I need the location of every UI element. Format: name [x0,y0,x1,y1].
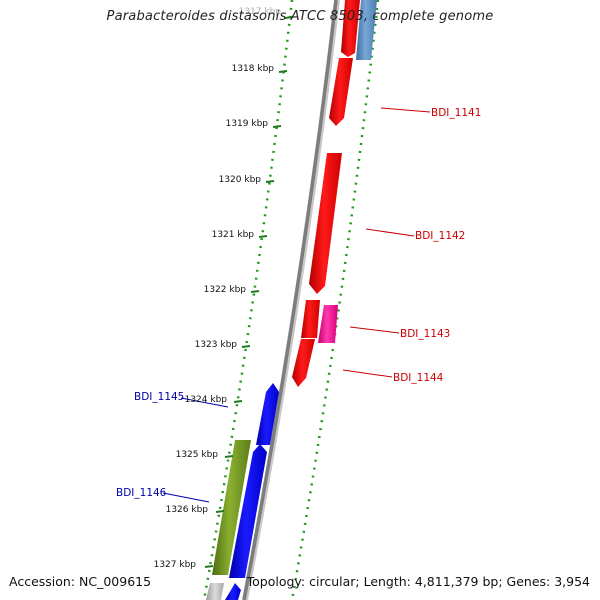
gene-bdi-1145[interactable] [256,383,279,445]
tick-label: 1321 kbp [212,230,255,240]
gene-label-bdi-1145: BDI_1145 [134,391,184,403]
gene-bdi-1141[interactable] [329,58,353,126]
gene-bdi-1140[interactable] [341,0,360,57]
tick-label: 1322 kbp [204,285,247,295]
tick-label: 1326 kbp [166,505,209,515]
gene-label-bdi-1144: BDI_1144 [393,372,444,384]
scale-ticks [204,16,294,568]
leader-bdi-1143 [349,326,400,334]
tick-mark [215,510,225,513]
gene-bdi-1142[interactable] [309,153,342,294]
gene-label-bdi-1146: BDI_1146 [116,487,167,499]
tick-mark [204,565,214,568]
tick-mark [241,345,251,348]
leader-bdi-1142 [365,228,415,237]
outer-guide-track [290,0,380,600]
genome-summary-text: Topology: circular; Length: 4,811,379 bp… [246,574,590,589]
gene-label-bdi-1142: BDI_1142 [415,230,465,242]
tick-label: 1323 kbp [195,340,238,350]
tick-label: 1324 kbp [185,395,228,405]
tick-mark [272,125,282,128]
gene-label-bdi-1143: BDI_1143 [400,328,450,340]
tick-label: 1318 kbp [232,64,275,74]
gene-blue-bottom[interactable] [225,583,241,600]
tick-label: 1327 kbp [154,560,197,570]
gene-steel-top[interactable] [356,0,377,60]
tick-label: 1325 kbp [176,450,219,460]
leader-bdi-1145 [180,397,229,408]
tick-mark [284,16,294,19]
gene-bdi-1146[interactable] [229,444,267,578]
genome-backbone [242,0,338,600]
tick-label: 1319 kbp [226,119,269,129]
tick-label: 1320 kbp [219,175,262,185]
gene-pink[interactable] [318,305,338,343]
gene-label-bdi-1141: BDI_1141 [431,107,481,119]
tick-mark [278,70,288,73]
tick-mark [265,180,275,183]
leader-bdi-1141 [380,107,431,113]
tick-mark [233,400,243,403]
tick-label: 1317 kbp [239,7,282,17]
tick-mark [250,290,260,293]
inner-guide-track [202,0,294,600]
genome-backbone-shadow [242,0,340,600]
tick-mark [224,455,234,458]
leader-bdi-1146 [162,492,210,503]
gene-bdi-1144[interactable] [292,339,315,387]
accession-text: Accession: NC_009615 [9,574,152,589]
tick-mark [258,235,268,238]
gene-olive[interactable] [212,440,251,575]
gene-bdi-1143[interactable] [301,300,320,338]
gene-grey-bottom[interactable] [206,583,224,600]
map-title: Parabacteroides distasonis ATCC 8503, co… [106,9,494,24]
leader-bdi-1144 [342,369,393,378]
